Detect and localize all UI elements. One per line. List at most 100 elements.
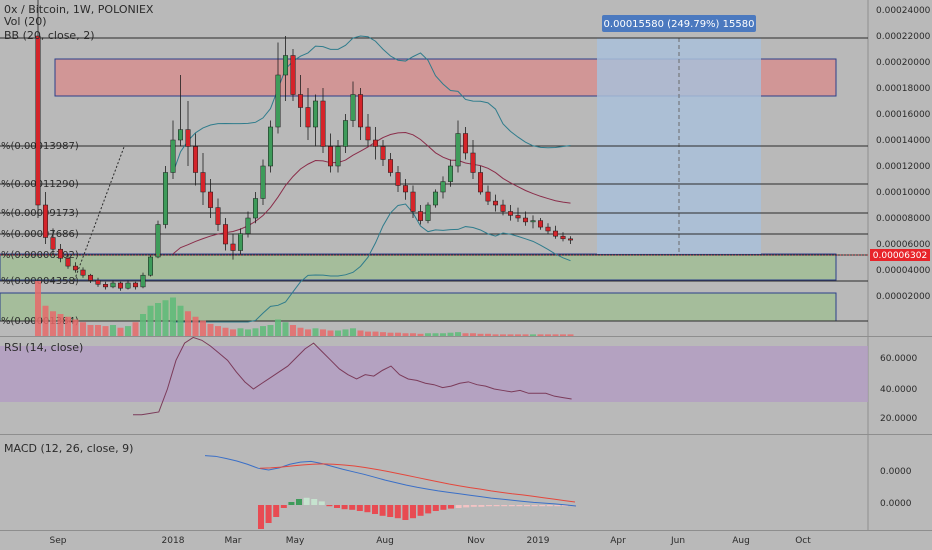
- price-axis[interactable]: [868, 0, 932, 530]
- price-tick-label: 0.00024000: [876, 6, 931, 16]
- volume-bar: [222, 327, 229, 336]
- price-tick-label: 0.00008000: [876, 214, 931, 224]
- volume-bar: [125, 326, 131, 336]
- symbol-title[interactable]: 0x / Bitcoin, 1W, POLONIEX: [4, 3, 154, 16]
- volume-bar: [462, 333, 469, 336]
- time-axis-label: Aug: [376, 536, 394, 546]
- time-axis[interactable]: Sep 2018 Mar May Aug Nov 2019 Apr Jun Aug Oct: [50, 536, 812, 546]
- macd-tick-upper: 0.0000: [880, 467, 912, 477]
- bb-upper-line: [172, 35, 571, 174]
- price-tick-label: 0.00012000: [876, 162, 931, 172]
- candle-body: [170, 139, 176, 173]
- candlesticks[interactable]: [35, 0, 573, 291]
- macd-hist-bar: [296, 499, 302, 505]
- volume-bar: [530, 334, 536, 336]
- candle-body: [365, 126, 371, 141]
- volume-bar: [297, 327, 304, 336]
- macd-tick-lower: 0.0000: [880, 499, 912, 509]
- time-axis-label: Jun: [670, 536, 685, 546]
- fib-level-label: %(0.00007686): [1, 229, 79, 240]
- volume-bar: [230, 329, 236, 336]
- candle-body: [485, 191, 491, 202]
- volume-bar: [485, 333, 491, 336]
- volume-bar: [185, 311, 191, 336]
- support-zone-lower[interactable]: [0, 292, 837, 322]
- volume-indicator-label[interactable]: Vol (20): [4, 15, 47, 28]
- candle-body: [380, 146, 386, 160]
- candle-body: [388, 159, 393, 173]
- candle-body: [35, 35, 41, 206]
- volume-bar: [290, 325, 296, 336]
- rsi-tick-40: 40.0000: [880, 385, 917, 395]
- candle-body: [118, 282, 123, 289]
- trend-dotted-line[interactable]: [72, 146, 125, 285]
- candle-body: [298, 94, 303, 108]
- macd-hist-bar: [311, 499, 318, 505]
- macd-hist-bar: [349, 505, 356, 510]
- macd-hist-bar: [273, 505, 280, 517]
- macd-pane[interactable]: [0, 436, 868, 530]
- volume-bar: [567, 334, 574, 336]
- candle-body: [185, 129, 191, 147]
- macd-hist-bar: [258, 505, 264, 529]
- time-axis-label: Oct: [795, 536, 811, 546]
- candle-body: [208, 191, 213, 208]
- candle-body: [223, 224, 228, 245]
- bollinger-bands: [172, 35, 571, 323]
- macd-hist-bar: [417, 505, 424, 516]
- volume-bar: [312, 328, 319, 336]
- rsi-label[interactable]: RSI (14, close): [4, 341, 83, 354]
- macd-hist-bar: [303, 497, 310, 505]
- candle-body: [230, 243, 236, 251]
- support-zone-upper[interactable]: [0, 253, 837, 281]
- price-tick-label: 0.00006000: [876, 240, 931, 250]
- volume-bar: [267, 325, 274, 336]
- macd-hist-bar: [326, 505, 333, 507]
- rsi-tick-20: 20.0000: [880, 414, 917, 424]
- price-tick-label: 0.00014000: [876, 136, 931, 146]
- candle-body: [290, 55, 296, 95]
- candle-body: [88, 274, 93, 281]
- bb-lower-line: [173, 203, 571, 323]
- volume-bar: [110, 325, 116, 336]
- candle-body: [253, 198, 258, 219]
- volume-bar: [50, 311, 56, 336]
- volume-bar: [170, 297, 176, 336]
- macd-hist-bar: [318, 501, 325, 505]
- volume-bar: [177, 305, 184, 336]
- candle-body: [200, 172, 206, 193]
- volume-bar: [372, 331, 379, 336]
- time-axis-label: Nov: [467, 536, 485, 546]
- volume-bar: [537, 334, 544, 336]
- bb-indicator-label[interactable]: BB (20, close, 2): [4, 29, 95, 42]
- macd-hist-bar: [364, 505, 371, 513]
- volume-bar: [455, 332, 461, 336]
- candle-body: [95, 280, 101, 285]
- candle-body: [155, 224, 161, 258]
- macd-hist-bar: [455, 505, 462, 508]
- time-axis-label: Apr: [610, 536, 626, 546]
- price-tick-label: 0.00016000: [876, 110, 931, 120]
- candle-body: [80, 269, 86, 276]
- volume-bar: [200, 320, 206, 336]
- fib-level-label: %(0.00009173): [1, 208, 79, 219]
- volume-bar: [275, 319, 281, 336]
- candle-body: [125, 282, 131, 289]
- candle-body: [335, 146, 341, 167]
- measure-label-bg: [602, 15, 756, 32]
- macd-label[interactable]: MACD (12, 26, close, 9): [4, 442, 133, 455]
- candle-body: [373, 139, 378, 147]
- candle-body: [73, 265, 78, 271]
- volume-bar: [252, 328, 259, 336]
- candle-body: [440, 181, 446, 193]
- candle-body: [43, 204, 48, 238]
- macd-hist-bar: [501, 505, 508, 507]
- volume-bar: [560, 334, 566, 336]
- volume-bar: [80, 322, 86, 336]
- volume-bar: [417, 333, 424, 336]
- volume-bar: [215, 326, 221, 336]
- candle-body: [238, 233, 243, 251]
- candle-body: [275, 74, 281, 128]
- volume-bar: [350, 328, 356, 336]
